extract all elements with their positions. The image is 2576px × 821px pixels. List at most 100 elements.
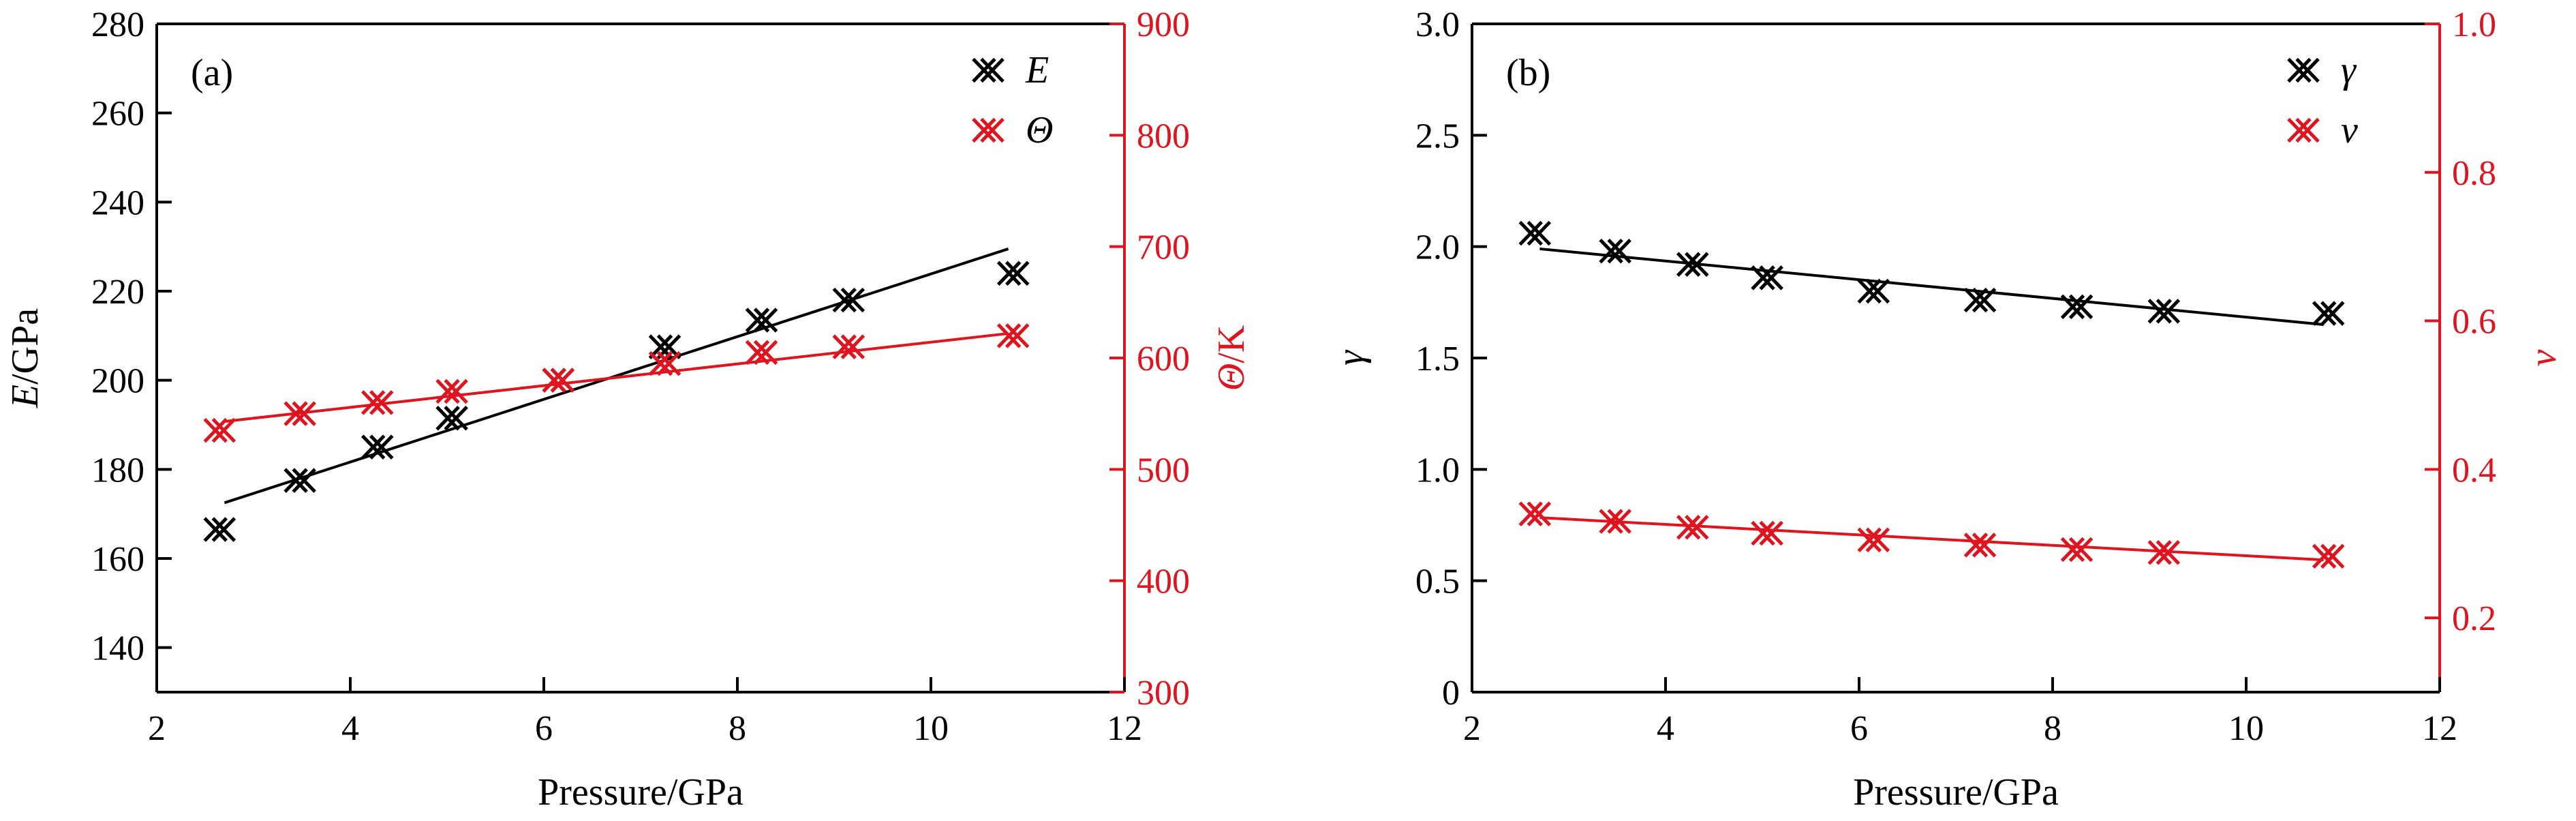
chart-panel-b: 2 4 6 8 10 12 Pressure/GPa 0 0.5 1.0 1.5 2.0 2.5 3.0 0… <box>1330 5 2564 813</box>
data-point <box>1599 238 1631 264</box>
data-point <box>996 260 1030 286</box>
series-right <box>1518 501 2345 569</box>
left-tick-label: 240 <box>91 183 144 222</box>
data-point <box>361 434 394 460</box>
data-point <box>648 350 681 376</box>
x-tick-label: 2 <box>148 709 166 748</box>
left-tick-label: 280 <box>91 5 144 44</box>
data-point <box>832 287 865 313</box>
x-tick-label: 6 <box>1850 709 1868 748</box>
x-tick-label: 6 <box>535 709 553 748</box>
left-tick-label: 0.5 <box>1415 563 1460 601</box>
legend-label: γ <box>2341 49 2357 91</box>
data-point <box>1676 515 1709 540</box>
panel-label: (b) <box>1506 52 1550 94</box>
data-point <box>1676 252 1709 278</box>
data-point <box>435 378 468 404</box>
legend-marker <box>972 57 1005 83</box>
legend: EΘ <box>972 49 1053 151</box>
data-point <box>1518 220 1552 246</box>
left-tick-label: 200 <box>91 362 144 401</box>
data-point <box>2060 294 2094 320</box>
fit-line <box>224 248 1009 505</box>
data-point <box>1963 533 1997 558</box>
x-tick-label: 12 <box>1107 709 1142 748</box>
data-point <box>542 368 575 393</box>
x-tick-label: 4 <box>1657 709 1674 748</box>
series-left <box>1518 220 2345 326</box>
right-tick-label: 0.8 <box>2452 154 2496 193</box>
data-point <box>1963 287 1997 313</box>
data-point <box>832 334 865 359</box>
fit-line <box>224 332 1009 423</box>
right-tick-label: 600 <box>1137 340 1190 378</box>
data-point <box>283 401 316 426</box>
data-point <box>1857 278 1890 304</box>
data-point <box>745 340 778 365</box>
right-tick-label: 300 <box>1137 674 1190 713</box>
right-axis-title: Θ/K <box>1210 325 1253 391</box>
left-tick-label: 220 <box>91 273 144 312</box>
right-tick-label: 0.2 <box>2452 599 2496 638</box>
data-point <box>745 308 778 333</box>
data-point <box>996 323 1030 348</box>
data-point <box>1857 527 1890 553</box>
data-point <box>2312 301 2345 326</box>
fit-line <box>1539 247 2324 326</box>
fit-line <box>1539 516 2324 562</box>
x-axis-title: Pressure/GPa <box>538 771 743 813</box>
right-tick-label: 500 <box>1137 451 1190 490</box>
right-tick-label: 400 <box>1137 563 1190 601</box>
data-point <box>1751 520 1783 546</box>
data-point <box>1751 265 1783 290</box>
left-tick-label: 2.0 <box>1415 228 1460 267</box>
data-point <box>2147 299 2181 324</box>
x-axis-title: Pressure/GPa <box>1853 771 2059 813</box>
left-tick-label: 1.5 <box>1415 340 1460 378</box>
right-tick-label: 0.6 <box>2452 303 2496 342</box>
right-axis-title: ν <box>2522 349 2564 366</box>
data-point <box>283 468 316 493</box>
data-point <box>1518 501 1552 526</box>
legend-label: ν <box>2341 109 2358 151</box>
x-tick-label: 4 <box>341 709 359 748</box>
right-tick-label: 0.4 <box>2452 451 2496 490</box>
x-tick-label: 10 <box>913 709 949 748</box>
left-tick-label: 1.0 <box>1415 451 1460 490</box>
left-tick-label: 3.0 <box>1415 5 1460 44</box>
left-tick-label: 140 <box>91 629 144 668</box>
right-tick-label: 700 <box>1137 228 1190 267</box>
legend-label: Θ <box>1026 109 1053 151</box>
chart-panel-a: 2 4 6 8 10 12 Pressure/GPa 140 160 180 200 220 240 26… <box>4 5 1253 813</box>
right-axis-title-symbol: ν <box>2522 349 2564 366</box>
left-tick-label: 180 <box>91 451 144 490</box>
x-tick-label: 12 <box>2422 709 2457 748</box>
left-axis-title-symbol: E <box>4 385 46 408</box>
data-point <box>203 417 236 443</box>
left-axis-title-unit: /GPa <box>4 308 46 385</box>
left-tick-label: 0 <box>1442 674 1460 713</box>
legend-label: E <box>1025 49 1049 91</box>
left-axis-title: γ <box>1330 349 1372 365</box>
right-axis-title-symbol: Θ <box>1210 363 1253 391</box>
data-point <box>435 405 468 431</box>
right-axis-title-unit: /K <box>1210 325 1253 363</box>
x-tick-label: 2 <box>1463 709 1481 748</box>
legend-marker <box>972 117 1005 143</box>
data-point <box>361 390 394 415</box>
left-tick-label: 260 <box>91 95 144 134</box>
left-tick-label: 2.5 <box>1415 117 1460 155</box>
left-axis-title-symbol: γ <box>1330 349 1372 365</box>
x-tick-label: 10 <box>2228 709 2264 748</box>
x-tick-label: 8 <box>2044 709 2061 748</box>
data-point <box>203 517 236 542</box>
right-tick-label: 900 <box>1137 5 1190 44</box>
panel-label: (a) <box>191 52 233 94</box>
legend-marker <box>2287 117 2320 143</box>
left-tick-label: 160 <box>91 540 144 579</box>
data-point <box>2147 540 2181 565</box>
data-point <box>2312 543 2345 569</box>
series-right <box>203 323 1030 443</box>
x-tick-label: 8 <box>729 709 746 748</box>
